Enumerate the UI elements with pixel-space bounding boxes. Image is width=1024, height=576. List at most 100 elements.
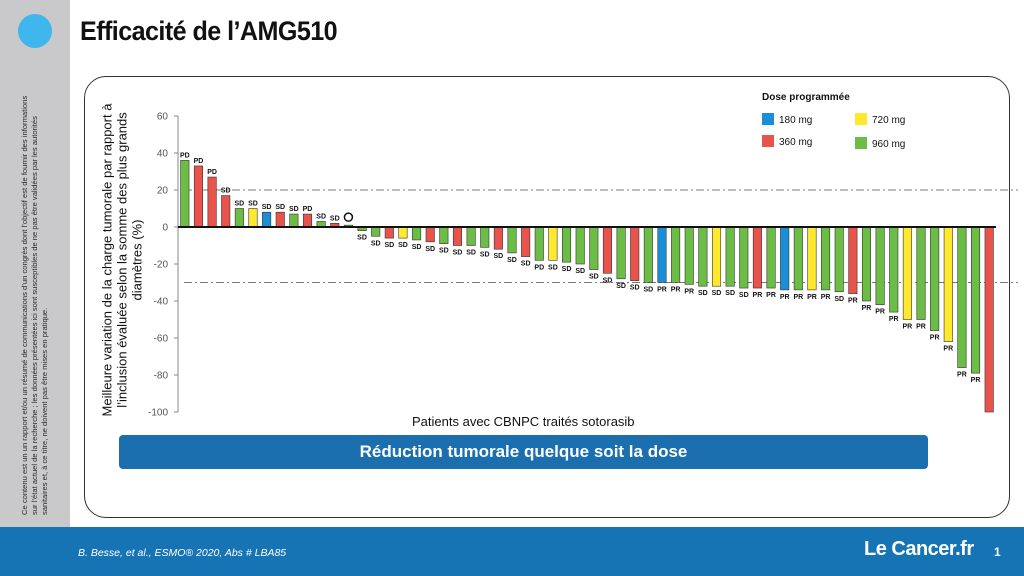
bar [971, 226, 981, 374]
bar [875, 226, 885, 305]
bar [521, 226, 531, 257]
y-tick-label: 0 [162, 223, 168, 234]
bar [493, 226, 503, 250]
bar [930, 226, 940, 331]
bar-label: SD [357, 235, 367, 242]
bar-label: PR [793, 294, 803, 301]
bar [698, 226, 708, 287]
bar [589, 226, 599, 270]
bar [861, 226, 872, 302]
bar-label: PR [657, 287, 667, 294]
bar [234, 208, 244, 228]
y-tick-label: -40 [154, 297, 169, 308]
bar [957, 226, 967, 368]
citation: B. Besse, et al., ESMO® 2020, Abs # LBA8… [78, 547, 287, 559]
bar [793, 226, 803, 291]
accent-dot [18, 14, 52, 48]
bar-label: SD [262, 204, 272, 211]
bar [262, 211, 272, 228]
bar-label: SD [384, 242, 394, 249]
bar-label: SD [221, 188, 231, 195]
bar [902, 226, 912, 320]
bar-label: PR [671, 287, 681, 294]
y-tick-label: 20 [157, 186, 169, 197]
bar [275, 211, 285, 228]
legend-label: 180 mg [779, 115, 813, 126]
bar-label: PR [957, 372, 967, 379]
bar-label: SD [494, 253, 504, 260]
bar-label: PR [903, 324, 913, 331]
bar [684, 226, 694, 285]
bar [384, 226, 394, 239]
bar-label: PR [889, 316, 899, 323]
bar [439, 226, 449, 244]
site-logo: Le Cancer.fr [864, 538, 974, 560]
bar-label: SD [425, 246, 435, 253]
bar [739, 226, 749, 289]
bar-label: SD [739, 292, 749, 299]
bar-label: SD [289, 206, 299, 213]
legend-item-720mg: 720 mg [855, 113, 905, 126]
bar [643, 226, 653, 283]
bar [630, 226, 640, 281]
bar-label: SD [548, 264, 558, 271]
bar [889, 226, 899, 313]
footer-bar [0, 527, 1024, 576]
bar [943, 226, 953, 342]
bar-label: SD [439, 248, 449, 255]
bar-label: SD [248, 201, 258, 208]
bar [602, 226, 612, 274]
bar [534, 226, 544, 261]
bar-label: SD [330, 215, 340, 222]
bar-label: PR [821, 294, 831, 301]
bar [916, 226, 926, 320]
bar-label: SD [725, 290, 735, 297]
conclusion-banner: Réduction tumorale quelque soit la dose [119, 435, 928, 469]
bar-label: PR [971, 377, 981, 384]
bar [752, 226, 762, 289]
y-tick-label: -80 [154, 371, 169, 382]
bar [780, 226, 790, 291]
bar-label: SD [412, 244, 422, 251]
bar-label: PD [180, 152, 190, 159]
bar-label: PR [753, 292, 763, 299]
bar [821, 226, 831, 291]
bar [466, 226, 476, 246]
bar-label: PR [766, 292, 776, 299]
bar-label: SD [575, 268, 585, 275]
bar-label: PR [848, 298, 858, 305]
bar-label: SD [630, 285, 640, 292]
page-number: 1 [994, 545, 1001, 559]
bar-label: PD [194, 158, 204, 165]
bar-label: SD [603, 277, 613, 284]
bar [848, 226, 858, 294]
bar-label: SD [643, 287, 653, 294]
bar-label: SD [466, 250, 476, 257]
bar-label: PD [207, 169, 217, 176]
legend-label: 960 mg [872, 139, 906, 150]
legend-item-360mg: 360 mg [762, 135, 812, 148]
bar-label: SD [234, 201, 244, 208]
page-title: Efficacité de l’AMG510 [80, 16, 338, 46]
bar [562, 226, 572, 263]
bar-label: SD [371, 240, 381, 247]
bar [289, 213, 299, 228]
bar [425, 226, 435, 243]
bar [207, 176, 217, 228]
bar-label: SD [398, 242, 408, 249]
bar [616, 226, 626, 280]
y-tick-label: 40 [157, 149, 169, 160]
bar-label: SD [521, 261, 531, 268]
legend-swatch [855, 137, 867, 149]
legend-label: 360 mg [779, 137, 813, 148]
bar-label: SD [275, 204, 285, 211]
bar [657, 226, 667, 283]
bar [725, 226, 735, 287]
bar-label: SD [453, 250, 463, 257]
bar-label: PR [943, 346, 953, 353]
sidebar [0, 0, 70, 527]
bar [371, 226, 381, 237]
legend-swatch [762, 113, 774, 125]
bar-label: PR [875, 309, 885, 316]
